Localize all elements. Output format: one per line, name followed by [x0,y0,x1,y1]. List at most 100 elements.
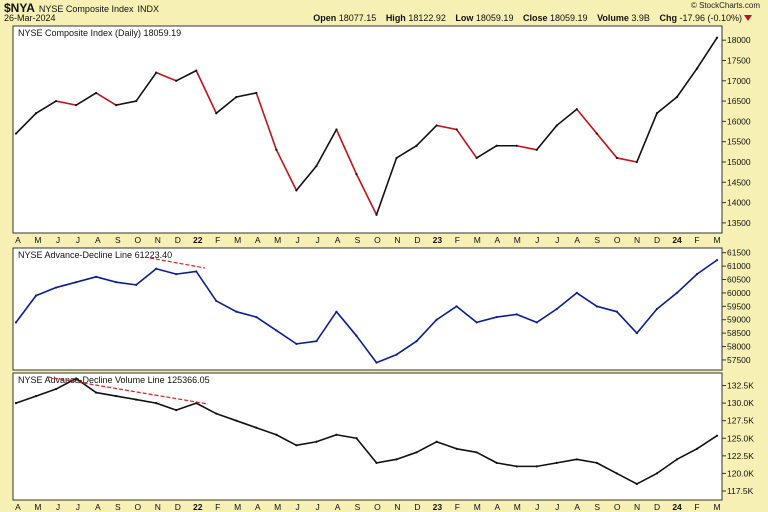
x-tick-label: F [455,235,460,245]
data-point [54,387,58,391]
data-point [435,440,438,443]
x-tick-label: M [34,502,41,512]
series-segment [575,108,598,135]
data-point [535,321,538,324]
data-point [375,361,378,364]
series-segment [656,96,678,115]
series-segment [155,71,178,82]
x-tick-label: J [76,502,80,512]
data-point [395,458,398,461]
panel-title: NYSE Advance-Decline Line 61223.40 [18,250,172,260]
data-point [215,299,218,303]
data-point [235,95,238,99]
series-segment [435,124,458,131]
series-segment [35,100,57,115]
x-tick-label: O [135,235,142,245]
data-point [495,144,498,147]
data-point [695,447,699,450]
data-point [255,315,258,319]
x-tick-label: O [374,235,381,245]
data-point [635,482,638,486]
x-tick-label: N [394,235,400,245]
data-point [295,189,298,192]
data-point [655,307,659,311]
y-tick-label: 59000 [727,315,751,325]
series-segment [275,149,298,192]
data-point [315,164,318,168]
x-tick-label: J [555,235,559,245]
data-point [695,273,699,276]
y-tick-label: 13500 [727,218,751,228]
data-point [115,394,118,398]
data-point [315,340,318,343]
data-point [315,440,318,443]
series-segment [596,132,618,159]
data-point [74,104,78,107]
x-tick-label: 23 [433,235,443,245]
x-tick-label: S [355,502,361,512]
x-tick-label: J [535,502,539,512]
data-point [535,465,538,468]
close-label: Close [522,13,548,23]
data-point [275,329,278,332]
data-point [135,283,138,286]
x-tick-label: S [594,235,600,245]
chg-value: -17.96 (-0.10%) [679,13,742,23]
data-point [635,332,638,335]
chart-panel-2: 57500 58000 58500 59000 59500 60000 60500 61000… [12,247,751,371]
data-point [155,267,158,270]
data-point [515,465,518,468]
data-point [34,294,38,297]
series-segment [555,108,578,127]
x-tick-label: 22 [193,502,203,512]
series-segment [115,100,137,106]
x-tick-label: M [474,235,481,245]
data-point [595,305,598,308]
x-tick-label: F [215,235,220,245]
series-segment [175,69,198,82]
y-tick-label: 125.0K [727,433,754,443]
divergence-trendline [149,257,206,269]
data-point [115,104,118,107]
data-point [455,128,458,131]
y-tick-label: 120.0K [727,468,754,478]
data-point [195,270,198,273]
data-point [495,315,498,319]
series-segment [696,36,718,70]
data-point [95,91,98,95]
series-line [15,377,718,485]
panel-frame [12,372,723,501]
x-tick-label: S [115,235,121,245]
data-point [255,91,258,95]
low-label: Low [455,13,474,23]
data-point [715,258,719,262]
y-tick-label: 17000 [727,76,751,86]
series-segment [55,100,77,106]
x-tick-label: S [594,502,600,512]
x-tick-label: J [295,235,299,245]
y-tick-label: 130.0K [727,398,754,408]
exchange-label: INDX [137,4,159,14]
volume-label: Volume [597,13,629,23]
chart-panel-1: 13500 14000 14500 15000 15500 16000 16500 17000… [12,25,751,234]
series-segment [15,112,37,135]
data-point [675,291,679,295]
x-tick-label: J [76,235,80,245]
chart-header: $NYA NYSE Composite Index INDX 26-Mar-2024… [0,0,768,26]
data-point [355,334,358,337]
open-value: 18077.15 [338,13,377,23]
x-tick-label: A [335,235,341,245]
y-tick-label: 122.5K [727,451,754,461]
data-point [375,213,378,216]
series-segment [515,144,538,151]
x-tick-label: J [56,502,60,512]
x-tick-label: A [255,502,261,512]
ohlc-readout: Open 18077.15 High 18122.92 Low 18059.19… [313,13,742,23]
x-tick-label: 22 [193,235,203,245]
data-point [275,148,278,151]
data-point [355,173,358,176]
series-segment [215,96,238,115]
series-segment [135,71,157,102]
series-segment [335,128,358,175]
